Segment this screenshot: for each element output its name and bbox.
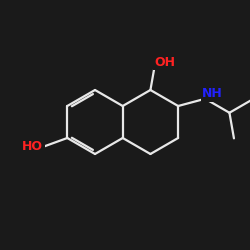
Text: HO: HO xyxy=(22,140,43,153)
Text: OH: OH xyxy=(154,56,176,69)
Text: NH: NH xyxy=(202,87,222,100)
